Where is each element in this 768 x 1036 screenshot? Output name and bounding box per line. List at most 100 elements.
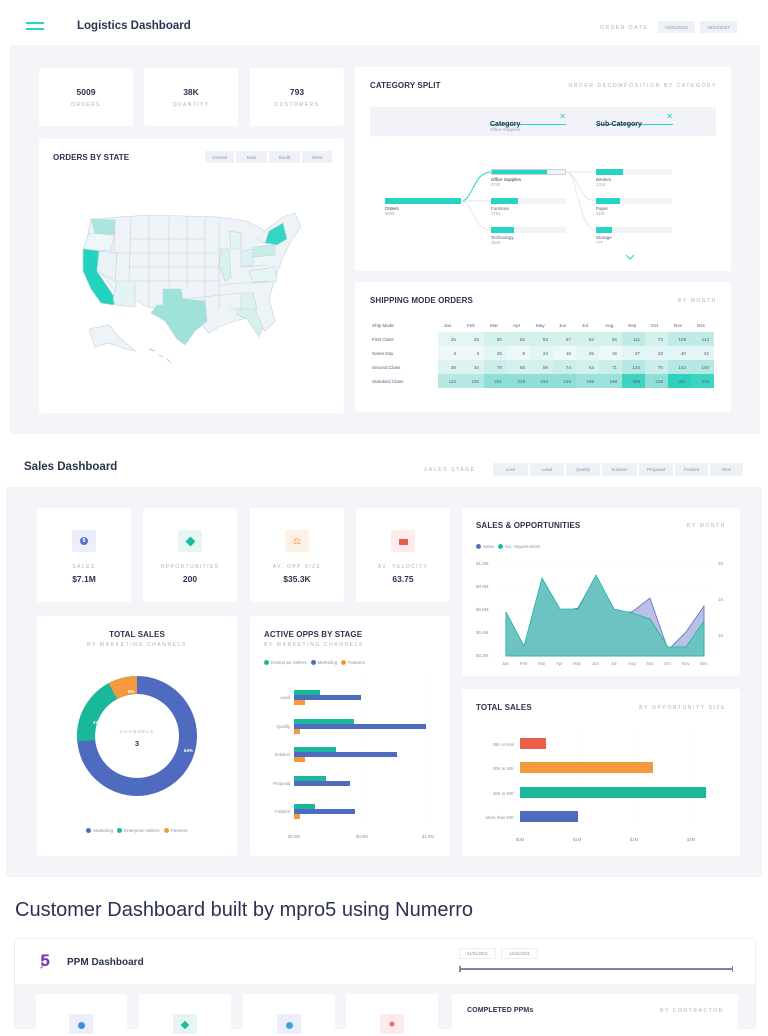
svg-text:$1.0M: $1.0M xyxy=(422,834,434,839)
svg-text:Jan: Jan xyxy=(502,661,510,666)
category-split-card: CATEGORY SPLIT ORDER DECOMPOSITION BY CA… xyxy=(355,67,731,271)
date-from-field[interactable]: 01/01/2014 xyxy=(658,21,695,33)
kpi-opportunities: OPPORTUNITIES 200 xyxy=(143,508,237,602)
page-title: Logistics Dashboard xyxy=(77,20,191,32)
svg-text:May: May xyxy=(573,661,582,666)
category-filter[interactable]: Category ✕ xyxy=(490,112,566,128)
svg-text:Qualify: Qualify xyxy=(277,724,291,729)
donut-legend: Marketing Enterprise Sellers Partners xyxy=(37,828,237,833)
svg-text:Aug: Aug xyxy=(628,661,636,666)
table-row: Same Day 3 3 25 8 24 18 25 16 37 33 40 3… xyxy=(372,346,714,360)
svg-text:Nov: Nov xyxy=(682,661,690,666)
completed-ppms-subtitle: BY CONTRACTOR xyxy=(660,1008,724,1014)
table-row: Second Class 38 34 78 55 59 74 63 71 134… xyxy=(372,360,714,374)
total-sales-size-subtitle: BY OPPORTUNITY SIZE xyxy=(639,705,726,711)
tree-node-paper[interactable]: Paper 1191 xyxy=(596,198,672,216)
filter-bar: Category ✕ Office Supplies Sub-Category … xyxy=(370,107,716,136)
svg-text:$0.6M: $0.6M xyxy=(476,607,489,612)
svg-text:Sep: Sep xyxy=(646,661,654,666)
total-sales-size-card: TOTAL SALES BY OPPORTUNITY SIZE 20K or l… xyxy=(462,689,740,856)
close-icon[interactable]: ✕ xyxy=(559,112,566,121)
region-central[interactable]: Central xyxy=(205,151,234,163)
close-icon[interactable]: ✕ xyxy=(666,112,673,121)
svg-text:$0.2M: $0.2M xyxy=(476,653,489,658)
svg-text:20: 20 xyxy=(718,561,724,566)
order-date-label: ORDER DATE xyxy=(600,25,649,31)
date-to-field[interactable]: 14/12/2021 xyxy=(501,948,538,959)
stage-solution-button[interactable]: Solution xyxy=(602,463,637,476)
svg-text:Lead: Lead xyxy=(280,695,290,700)
chevron-down-icon[interactable] xyxy=(625,254,635,260)
sales-opportunities-card: SALES & OPPORTUNITIES BY MONTH Sales No.… xyxy=(462,508,740,676)
category-filter-value: Office Supplies xyxy=(490,127,521,132)
svg-text:20K to 40K: 20K to 40K xyxy=(493,766,514,771)
svg-text:40K to 60K: 40K to 60K xyxy=(493,791,514,796)
svg-text:More than 60K: More than 60K xyxy=(486,815,514,820)
date-to-field[interactable]: 30/12/2017 xyxy=(700,21,737,33)
date-from-field[interactable]: 01/01/2021 xyxy=(459,948,496,959)
us-choropleth-map[interactable] xyxy=(69,209,324,369)
svg-text:Apr: Apr xyxy=(556,661,563,666)
ppm-dashboard: ʃ5 PPM Dashboard 01/01/2021 14/12/2021 ✱… xyxy=(14,938,756,1034)
active-opps-bar-chart[interactable]: Lead Qualify Solution Proposal Finalize … xyxy=(250,616,450,856)
stage-lead-button[interactable]: Lead xyxy=(530,463,564,476)
stage-won-button[interactable]: Won xyxy=(710,463,743,476)
completed-ppms-card: COMPLETED PPMs BY CONTRACTOR xyxy=(452,994,738,1034)
sales-opportunities-area-chart[interactable]: $1.0M $0.8M $0.6M $0.4M $0.2M 20 15 10 J… xyxy=(462,508,740,676)
stage-finalize-button[interactable]: Finalize xyxy=(675,463,708,476)
svg-text:20K or less: 20K or less xyxy=(493,742,515,747)
region-west[interactable]: West xyxy=(302,151,332,163)
shipping-mode-title: SHIPPING MODE ORDERS xyxy=(370,296,473,305)
total-sales-subtitle: BY MARKETING CHANNELS xyxy=(87,642,187,648)
svg-text:$3M: $3M xyxy=(687,837,696,842)
category-split-subtitle: ORDER DECOMPOSITION BY CATEGORY xyxy=(568,83,717,89)
svg-text:$2M: $2M xyxy=(630,837,639,842)
kpi-icon xyxy=(277,1014,301,1034)
region-east[interactable]: East xyxy=(236,151,267,163)
shipping-mode-subtitle: BY MONTH xyxy=(677,298,717,304)
tree-node-storage[interactable]: Storage 777 xyxy=(596,227,672,245)
ppm-kpi-4: ✱ xyxy=(346,994,438,1034)
shipping-mode-card: SHIPPING MODE ORDERS BY MONTH Ship Mode … xyxy=(355,282,731,412)
subcategory-filter[interactable]: Sub-Category ✕ xyxy=(596,112,673,128)
svg-text:$0.4M: $0.4M xyxy=(476,630,489,635)
sales-opportunities-subtitle: BY MONTH xyxy=(686,523,726,529)
opportunity-size-bar-chart[interactable]: 20K or less 20K to 40K 40K to 60K More t… xyxy=(462,689,740,856)
sales-dashboard: Sales Dashboard SALES STAGE Loss Lead Qu… xyxy=(6,452,762,877)
ppm-body: ✱ COMPLETED PPMs BY CONTRACTOR xyxy=(15,984,755,1034)
chart-legend: Enterprise Sellers Marketing Partners xyxy=(264,660,365,665)
table-row: Standard Class 112 100 201 218 233 215 1… xyxy=(372,374,714,388)
sales-stage-label: SALES STAGE xyxy=(424,467,476,473)
category-split-title: CATEGORY SPLIT xyxy=(370,81,441,90)
kpi-customers: 793 CUSTOMERS xyxy=(250,68,344,126)
tree-node-furniture[interactable]: Furniture 1764 xyxy=(491,198,566,216)
svg-text:$1M: $1M xyxy=(573,837,582,842)
svg-text:15: 15 xyxy=(718,597,724,602)
completed-ppms-title: COMPLETED PPMs xyxy=(467,1007,534,1014)
stage-proposal-button[interactable]: Proposal xyxy=(639,463,673,476)
kpi-av-velocity: AV. VELOCITY 63.75 xyxy=(356,508,450,602)
hamburger-icon[interactable] xyxy=(26,22,44,31)
kpi-icon xyxy=(173,1014,197,1034)
svg-text:64%: 64% xyxy=(184,748,193,753)
active-opps-subtitle: BY MARKETING CHANNELS xyxy=(264,642,364,648)
marketing-channels-donut-chart[interactable]: 8% 27% 64% CHANNELS 3 xyxy=(67,666,207,806)
ppm-kpi-2 xyxy=(139,994,231,1034)
stage-qualify-button[interactable]: Qualify xyxy=(566,463,600,476)
page-title: Sales Dashboard xyxy=(24,461,118,473)
tree-node-binders[interactable]: Binders 1316 xyxy=(596,169,672,187)
svg-text:Oct: Oct xyxy=(664,661,671,666)
svg-text:Mar: Mar xyxy=(538,661,546,666)
stage-loss-button[interactable]: Loss xyxy=(493,463,528,476)
ppm-kpi-3 xyxy=(243,994,335,1034)
tree-node-office-supplies[interactable]: Office Supplies 3742 xyxy=(491,169,566,187)
region-south[interactable]: South xyxy=(269,151,300,163)
svg-text:10: 10 xyxy=(718,633,724,638)
sales-opportunities-title: SALES & OPPORTUNITIES xyxy=(476,521,581,530)
date-range-slider[interactable] xyxy=(459,966,733,972)
tree-node-orders[interactable]: Orders 5009 xyxy=(385,198,461,216)
svg-text:Jul: Jul xyxy=(611,661,617,666)
logistics-dashboard: Logistics Dashboard ORDER DATE 01/01/201… xyxy=(10,8,760,434)
tree-node-technology[interactable]: Technology 1544 xyxy=(491,227,566,245)
svg-text:$0M: $0M xyxy=(516,837,525,842)
